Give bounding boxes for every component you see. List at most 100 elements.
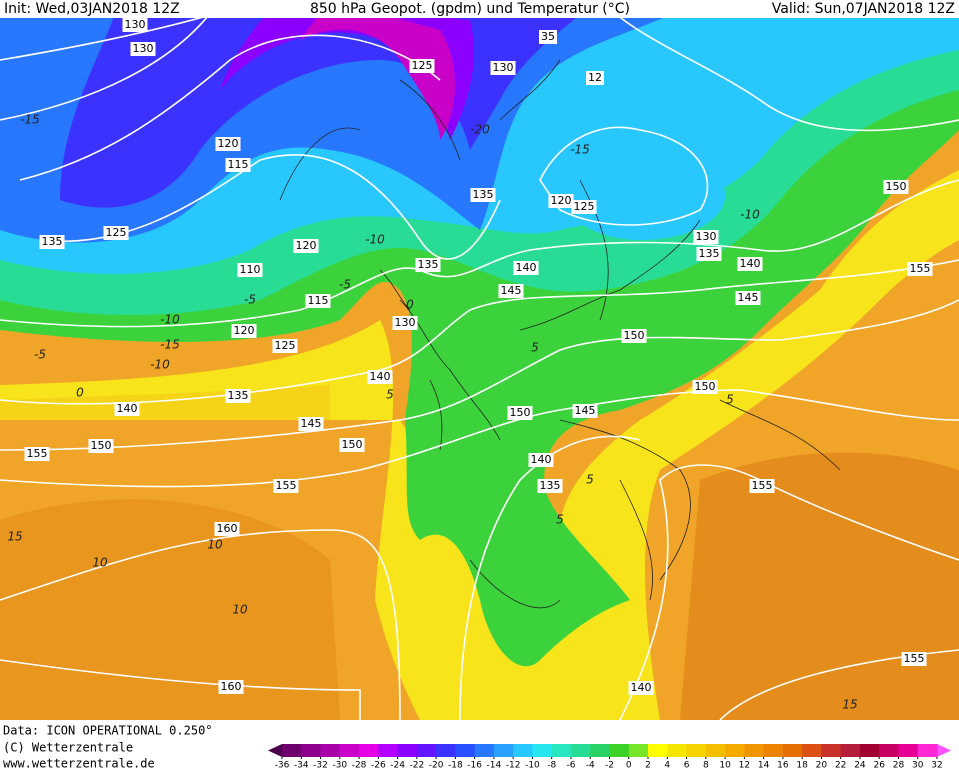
isohypse-label: 150 xyxy=(624,329,645,342)
colorbar-segment xyxy=(917,744,938,757)
colorbar-segment xyxy=(821,744,842,757)
isohypse-label-box xyxy=(737,257,763,271)
isohypse-label-box xyxy=(415,258,441,272)
isohypse-label: 130 xyxy=(696,230,717,243)
isohypse-label-box xyxy=(237,263,263,277)
colorbar-tick-label: -32 xyxy=(313,761,328,770)
isohypse-label-box xyxy=(470,188,496,202)
isohypse-label: 120 xyxy=(551,194,572,207)
colorbar-segment xyxy=(532,744,553,757)
isohypse-label: 160 xyxy=(217,522,238,535)
colorbar-tick-label: -4 xyxy=(586,761,595,770)
isohypse-label-box xyxy=(621,329,647,343)
isohypse-label: 150 xyxy=(91,439,112,452)
isohypse-label: 125 xyxy=(106,226,127,239)
copyright: (C) Wetterzentrale xyxy=(3,741,133,755)
isohypse-label: 135 xyxy=(228,389,249,402)
colorbar-segment xyxy=(898,744,919,757)
colorbar-tick-label: 16 xyxy=(777,761,789,770)
isohypse-label-box xyxy=(272,339,298,353)
isohypse-label: 12 xyxy=(588,71,602,84)
temperature-label: -10 xyxy=(365,233,385,247)
isohypse-label: 140 xyxy=(631,681,652,694)
temperature-label: 5 xyxy=(531,341,539,355)
isohypse-label: 145 xyxy=(501,284,522,297)
isohypse-label: 130 xyxy=(395,316,416,329)
isohypse-label: 35 xyxy=(541,30,555,43)
isohypse-label-box xyxy=(692,380,718,394)
temperature-label: 5 xyxy=(386,388,394,402)
colorbar-segment xyxy=(493,744,514,757)
colorbar-segment xyxy=(416,744,437,757)
isohypse-label-box xyxy=(214,522,240,536)
colorbar-tick-label: -16 xyxy=(467,761,482,770)
temperature-label: -10 xyxy=(160,313,180,327)
colorbar-segment xyxy=(705,744,726,757)
isohypse-label: 155 xyxy=(904,652,925,665)
temperature-label: -15 xyxy=(20,113,40,127)
colorbar-tick-label: -26 xyxy=(371,761,386,770)
map-title: 850 hPa Geopot. (gpdm) und Temperatur (°… xyxy=(310,1,630,17)
isohypse-label-box xyxy=(901,652,927,666)
colorbar-segment xyxy=(474,744,495,757)
colorbar-segment xyxy=(551,744,572,757)
isohypse-label: 140 xyxy=(117,402,138,415)
map-labels: 130 130 125 130 35 12 120 115 135 125 110 120 135 135… xyxy=(7,18,933,712)
colorbar-tick-label: 6 xyxy=(684,761,690,770)
isohypse-label: 150 xyxy=(886,180,907,193)
colorbar-tick-label: 24 xyxy=(854,761,866,770)
isohypse-label-box xyxy=(103,226,129,240)
isohypse-label-box xyxy=(498,284,524,298)
colorbar-tick-label: -6 xyxy=(566,761,575,770)
data-source: Data: ICON OPERATIONAL 0.250° xyxy=(3,724,213,738)
colorbar-segment xyxy=(628,744,649,757)
colorbar-tick-label: -36 xyxy=(275,761,290,770)
colorbar-segment xyxy=(455,744,476,757)
colorbar-tick-label: 14 xyxy=(758,761,770,770)
temperature-label: 10 xyxy=(207,538,223,552)
isohypse-label-box xyxy=(298,417,324,431)
isohypse-label-box xyxy=(696,247,722,261)
isohypse-label: 155 xyxy=(276,479,297,492)
isohypse-label-box xyxy=(39,235,65,249)
colorbar-tick-label: -2 xyxy=(605,761,614,770)
isohypse-label: 125 xyxy=(412,59,433,72)
temperature-label: 5 xyxy=(726,393,734,407)
isohypse-label: 120 xyxy=(218,137,239,150)
colorbar-tick-label: 30 xyxy=(912,761,924,770)
isohypse-label: 120 xyxy=(296,239,317,252)
colorbar-segment xyxy=(320,744,341,757)
website[interactable]: www.wetterzentrale.de xyxy=(3,757,155,770)
isohypse-label-box xyxy=(231,324,257,338)
isohypse-label: 150 xyxy=(695,380,716,393)
isohypse-label-box xyxy=(88,439,114,453)
colorbar-segment xyxy=(782,744,803,757)
colorbar-tick-label: -12 xyxy=(506,761,521,770)
isohypse-label: 125 xyxy=(574,200,595,213)
colorbar-segment xyxy=(648,744,668,757)
colorbar-segment xyxy=(667,744,688,757)
colorbar-segment xyxy=(859,744,880,757)
colorbar-segment xyxy=(763,744,784,757)
colorbar-segment xyxy=(301,744,322,757)
isohypse-label-box xyxy=(507,406,533,420)
isohypse-label: 135 xyxy=(418,258,439,271)
isohypse-label-box xyxy=(215,137,241,151)
temperature-label: -5 xyxy=(34,348,46,362)
isohypse-label-box xyxy=(586,71,604,85)
temperature-label: -20 xyxy=(470,123,490,137)
isohypse-label-box xyxy=(273,479,299,493)
colorbar-tick-label: -8 xyxy=(547,761,556,770)
isohypse-label: 140 xyxy=(516,261,537,274)
colorbar-tick-label: 26 xyxy=(873,761,885,770)
temperature-label: 15 xyxy=(7,530,22,544)
colorbar-tick-label: 8 xyxy=(703,761,709,770)
colorbar-segment xyxy=(609,744,630,757)
colorbar-segment xyxy=(802,744,822,757)
colorbar-segment xyxy=(570,744,591,757)
isohypse-label: 135 xyxy=(42,235,63,248)
isohypse-label: 155 xyxy=(752,479,773,492)
colorbar-segment xyxy=(590,744,610,757)
